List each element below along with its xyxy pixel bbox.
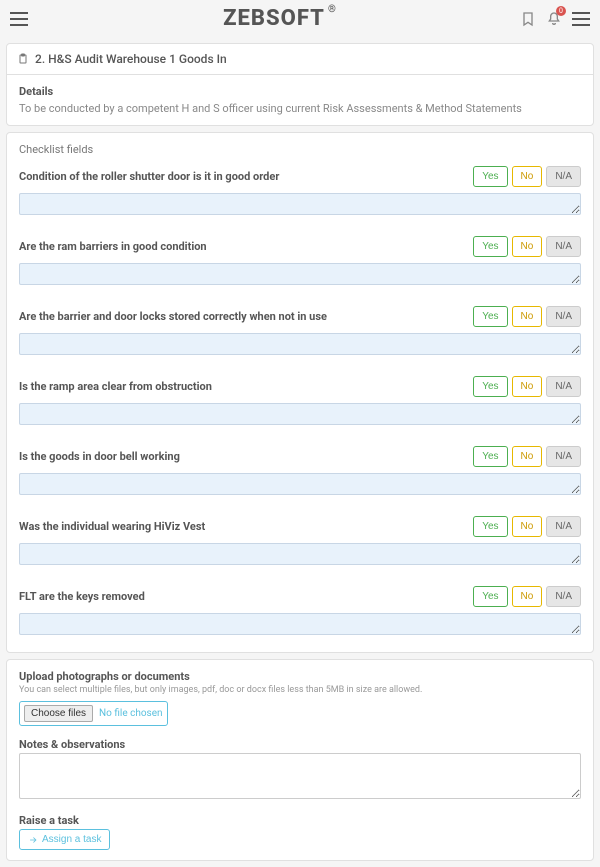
file-status: No file chosen <box>99 708 163 719</box>
checklist-item-label: Are the barrier and door locks stored co… <box>19 310 473 323</box>
notes-textarea[interactable] <box>19 753 581 799</box>
option-no-button[interactable]: No <box>512 236 543 257</box>
upload-help: You can select multiple files, but only … <box>19 685 581 695</box>
checklist-item: FLT are the keys removed Yes No N/A <box>19 586 581 638</box>
checklist-item: Was the individual wearing HiViz Vest Ye… <box>19 516 581 568</box>
checklist-item-label: Condition of the roller shutter door is … <box>19 170 473 183</box>
checklist-item-label: Was the individual wearing HiViz Vest <box>19 520 473 533</box>
option-no-button[interactable]: No <box>512 516 543 537</box>
option-na-button[interactable]: N/A <box>546 306 581 327</box>
page-title: 2. H&S Audit Warehouse 1 Goods In <box>35 52 227 66</box>
menu-right-icon[interactable] <box>572 12 590 26</box>
checklist-item: Is the ramp area clear from obstruction … <box>19 376 581 428</box>
raise-task-label: Raise a task <box>19 814 581 827</box>
checklist-item-notes[interactable] <box>19 333 581 355</box>
checklist-item: Are the barrier and door locks stored co… <box>19 306 581 358</box>
checklist-item-label: FLT are the keys removed <box>19 590 473 603</box>
choose-files-button[interactable]: Choose files <box>24 705 93 722</box>
option-na-button[interactable]: N/A <box>546 446 581 467</box>
details-label: Details <box>19 85 581 98</box>
option-yes-button[interactable]: Yes <box>473 446 507 467</box>
checklist-item: Are the ram barriers in good condition Y… <box>19 236 581 288</box>
upload-label: Upload photographs or documents <box>19 670 581 683</box>
checklist-item-notes[interactable] <box>19 403 581 425</box>
checklist-item-label: Is the ramp area clear from obstruction <box>19 380 473 393</box>
bookmark-icon[interactable] <box>520 10 536 28</box>
notifications-icon[interactable]: 0 <box>546 10 562 28</box>
option-na-button[interactable]: N/A <box>546 376 581 397</box>
clipboard-icon <box>17 52 29 66</box>
option-yes-button[interactable]: Yes <box>473 586 507 607</box>
option-yes-button[interactable]: Yes <box>473 236 507 257</box>
option-na-button[interactable]: N/A <box>546 586 581 607</box>
checklist-section-title: Checklist fields <box>19 143 581 156</box>
details-text: To be conducted by a competent H and S o… <box>19 102 581 115</box>
option-yes-button[interactable]: Yes <box>473 376 507 397</box>
brand-logo: ZEBSOFT® <box>223 6 325 31</box>
checklist-item-label: Is the goods in door bell working <box>19 450 473 463</box>
checklist-item-notes[interactable] <box>19 613 581 635</box>
notifications-badge: 0 <box>556 6 566 16</box>
option-no-button[interactable]: No <box>512 586 543 607</box>
topbar: ZEBSOFT® 0 <box>0 0 600 37</box>
option-na-button[interactable]: N/A <box>546 236 581 257</box>
assign-task-button[interactable]: Assign a task <box>19 829 110 850</box>
option-na-button[interactable]: N/A <box>546 166 581 187</box>
option-yes-button[interactable]: Yes <box>473 306 507 327</box>
checklist-item-notes[interactable] <box>19 263 581 285</box>
file-input-wrapper[interactable]: Choose files No file chosen <box>19 701 168 726</box>
option-no-button[interactable]: No <box>512 166 543 187</box>
checklist-item-notes[interactable] <box>19 473 581 495</box>
option-no-button[interactable]: No <box>512 446 543 467</box>
checklist-item-notes[interactable] <box>19 543 581 565</box>
option-yes-button[interactable]: Yes <box>473 516 507 537</box>
arrow-right-icon <box>28 835 38 845</box>
checklist-item: Is the goods in door bell working Yes No… <box>19 446 581 498</box>
option-na-button[interactable]: N/A <box>546 516 581 537</box>
page-title-row: 2. H&S Audit Warehouse 1 Goods In <box>7 44 593 75</box>
page-header-card: 2. H&S Audit Warehouse 1 Goods In Detail… <box>6 43 594 126</box>
option-no-button[interactable]: No <box>512 376 543 397</box>
extras-card: Upload photographs or documents You can … <box>6 659 594 861</box>
option-yes-button[interactable]: Yes <box>473 166 507 187</box>
checklist-item: Condition of the roller shutter door is … <box>19 166 581 218</box>
checklist-item-label: Are the ram barriers in good condition <box>19 240 473 253</box>
checklist-card: Checklist fields Condition of the roller… <box>6 132 594 653</box>
menu-left-icon[interactable] <box>10 12 28 26</box>
checklist-item-notes[interactable] <box>19 193 581 215</box>
option-no-button[interactable]: No <box>512 306 543 327</box>
